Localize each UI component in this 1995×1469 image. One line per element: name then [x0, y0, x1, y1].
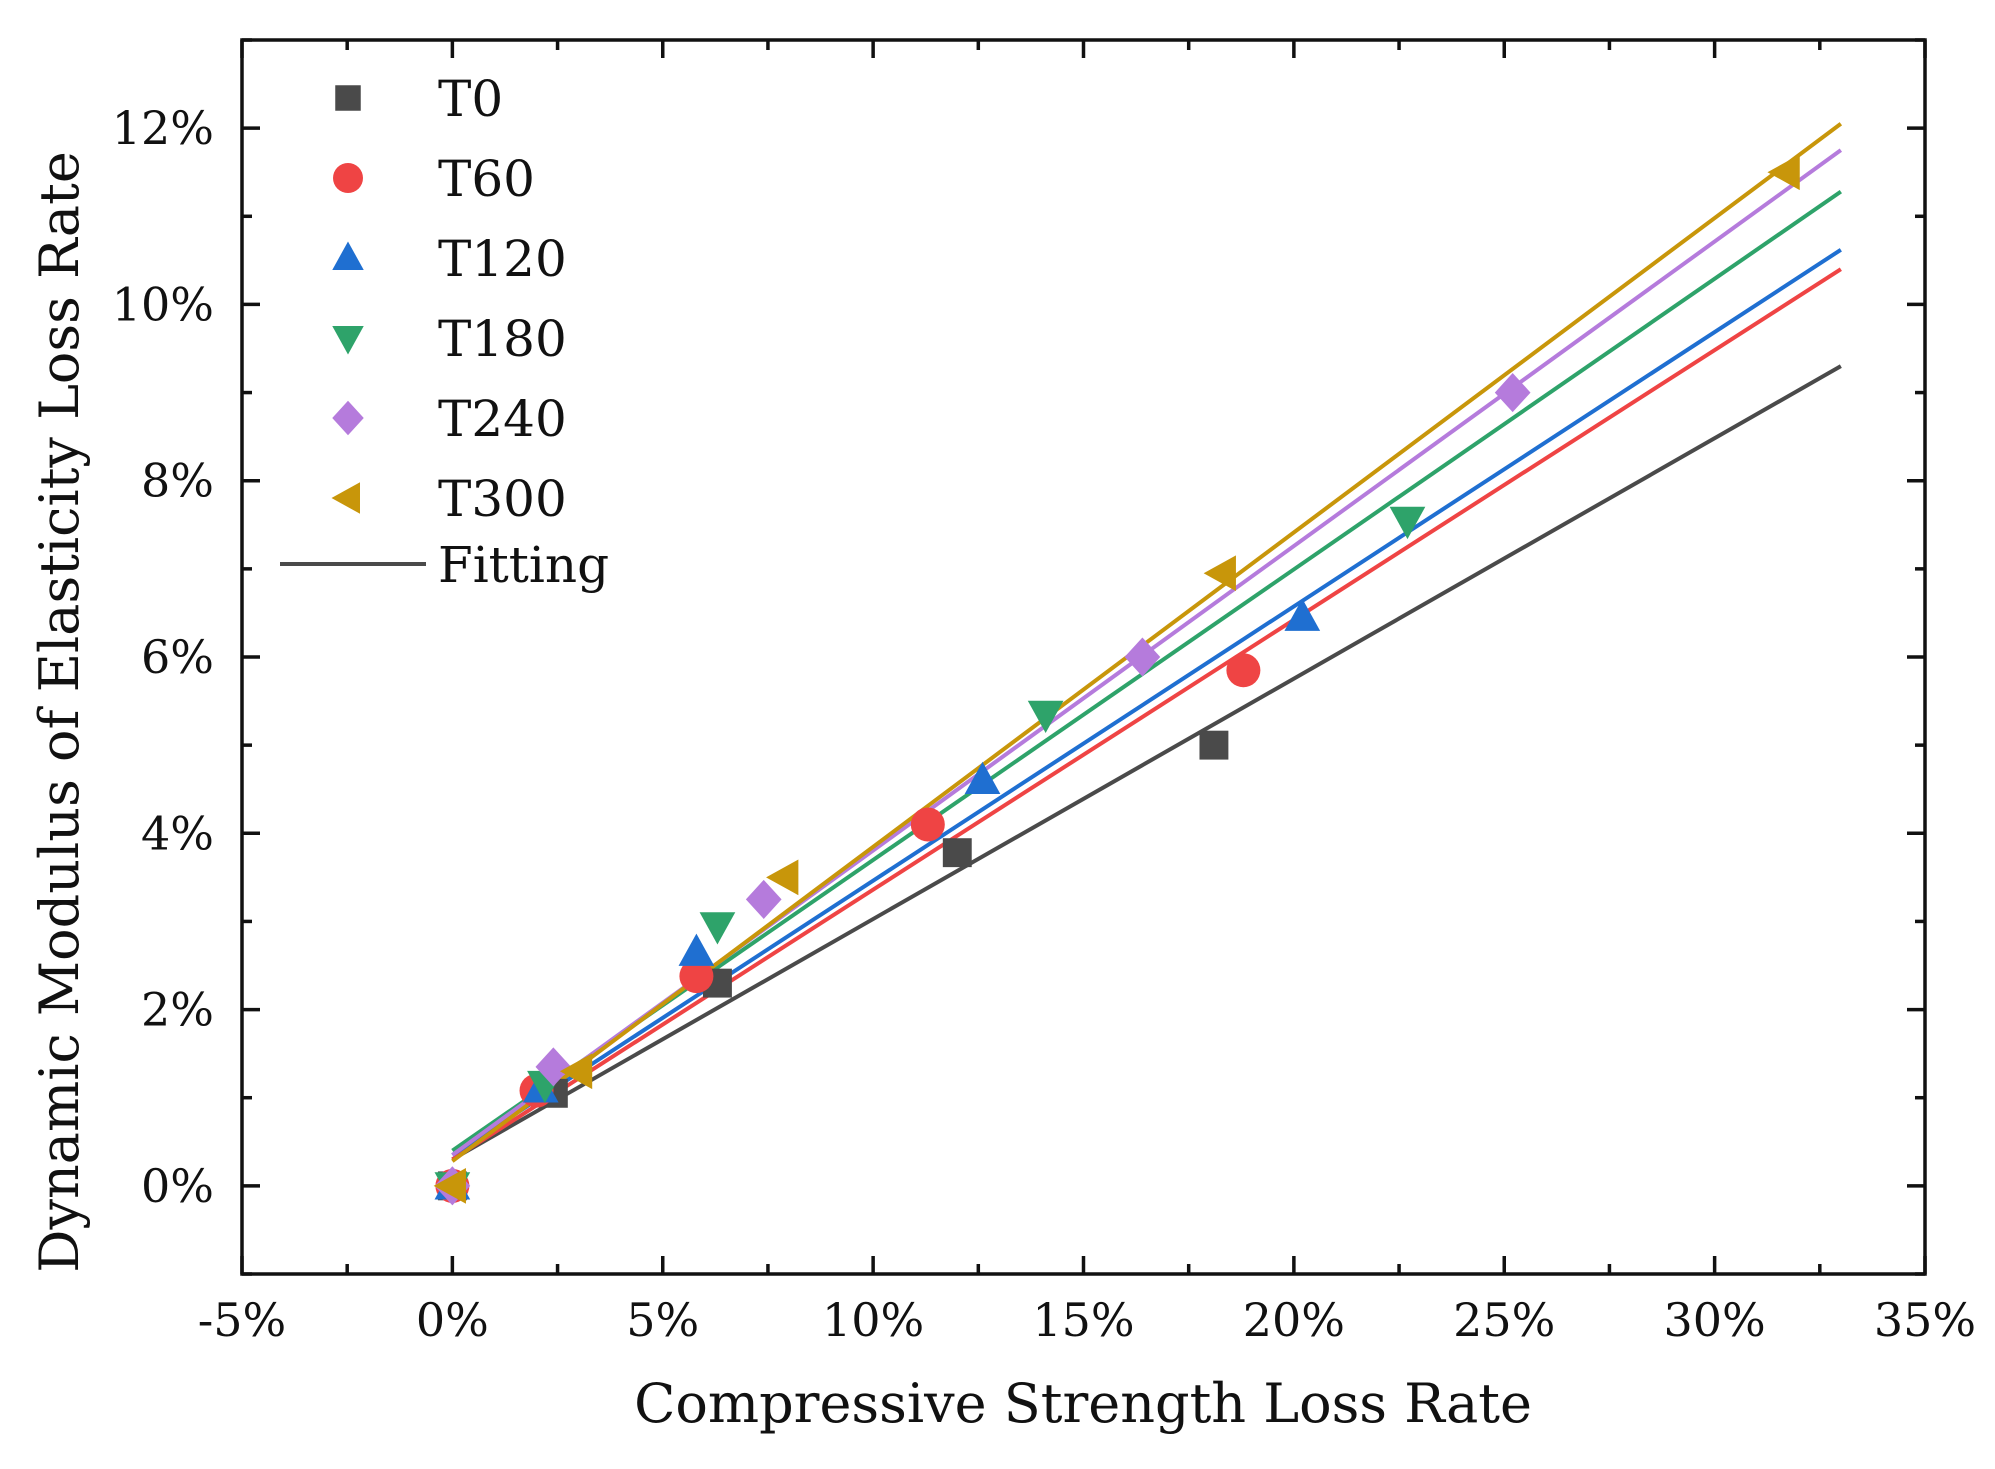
y-tick-label: 2% [141, 983, 214, 1037]
y-tick-label: 0% [141, 1159, 214, 1213]
data-point-t300 [766, 859, 799, 896]
data-point-t120 [1284, 598, 1321, 631]
x-axis-ticks: -5% 0% 5% 10% 15% 20% 25% 30% 35% [198, 40, 1976, 1347]
data-point-t300 [1203, 555, 1236, 592]
x-tick-label: 35% [1874, 1293, 1976, 1347]
data-point-t300 [433, 1168, 466, 1204]
x-tick-label: 30% [1664, 1293, 1766, 1347]
data-point-t60 [679, 959, 714, 994]
legend-label-t240: T240 [438, 390, 567, 448]
data-point-t240 [745, 879, 782, 919]
legend-marker-t240 [332, 400, 364, 436]
legend-label-t120: T120 [438, 230, 567, 288]
x-tick-label: 20% [1243, 1293, 1345, 1347]
legend-marker-t180 [332, 326, 364, 355]
data-point-t120 [964, 761, 1001, 794]
x-tick-label: 10% [822, 1293, 924, 1347]
x-axis-title: Compressive Strength Loss Rate [634, 1372, 1532, 1435]
x-tick-label: 5% [626, 1293, 699, 1347]
y-tick-label: 4% [141, 806, 214, 860]
legend-marker-t300 [331, 482, 360, 514]
fit-line-t120 [451, 248, 1842, 1157]
data-point-t180 [1389, 506, 1426, 540]
fit-line-t60 [451, 267, 1842, 1162]
data-point-t180 [1027, 700, 1064, 733]
legend-label-t180: T180 [438, 310, 567, 368]
data-point-t240 [1124, 637, 1161, 677]
y-tick-label: 10% [112, 277, 214, 331]
data-point-t60 [1226, 653, 1261, 688]
y-axis-title: Dynamic Modulus of Elasticity Loss Rate [28, 151, 91, 1273]
legend-label-fitting: Fitting [438, 536, 609, 594]
legend-marker-t0 [335, 85, 361, 111]
legend-label-t0: T0 [438, 70, 503, 128]
data-point-t300 [1767, 154, 1800, 191]
y-axis-ticks: 0% 2% 4% 6% 8% 10% 12% [112, 38, 1925, 1276]
data-markers [433, 154, 1800, 1206]
fit-line-t0 [451, 364, 1842, 1162]
x-tick-label: 15% [1032, 1293, 1134, 1347]
axes [240, 38, 1927, 1276]
x-tick-label: -5% [198, 1293, 287, 1347]
data-point-t0 [1199, 730, 1229, 760]
data-point-t180 [699, 912, 736, 945]
y-tick-label: 12% [112, 101, 214, 155]
legend-label-t300: T300 [438, 470, 567, 528]
y-tick-label: 6% [141, 630, 214, 684]
legend-marker-t120 [332, 241, 364, 270]
x-tick-label: 0% [416, 1293, 489, 1347]
data-point-t120 [678, 933, 715, 966]
data-point-t60 [910, 807, 945, 842]
data-point-t300 [559, 1053, 593, 1090]
x-tick-label: 25% [1453, 1293, 1555, 1347]
legend: T0 T60 T120 T180 T240 T300 Fitting [280, 70, 609, 594]
data-point-t240 [535, 1047, 572, 1087]
data-point-t240 [1494, 373, 1531, 413]
y-tick-label: 8% [141, 454, 214, 508]
legend-marker-t60 [333, 163, 363, 193]
plot-frame [240, 38, 1927, 1276]
legend-label-t60: T60 [438, 150, 535, 208]
data-point-t0 [942, 838, 972, 868]
